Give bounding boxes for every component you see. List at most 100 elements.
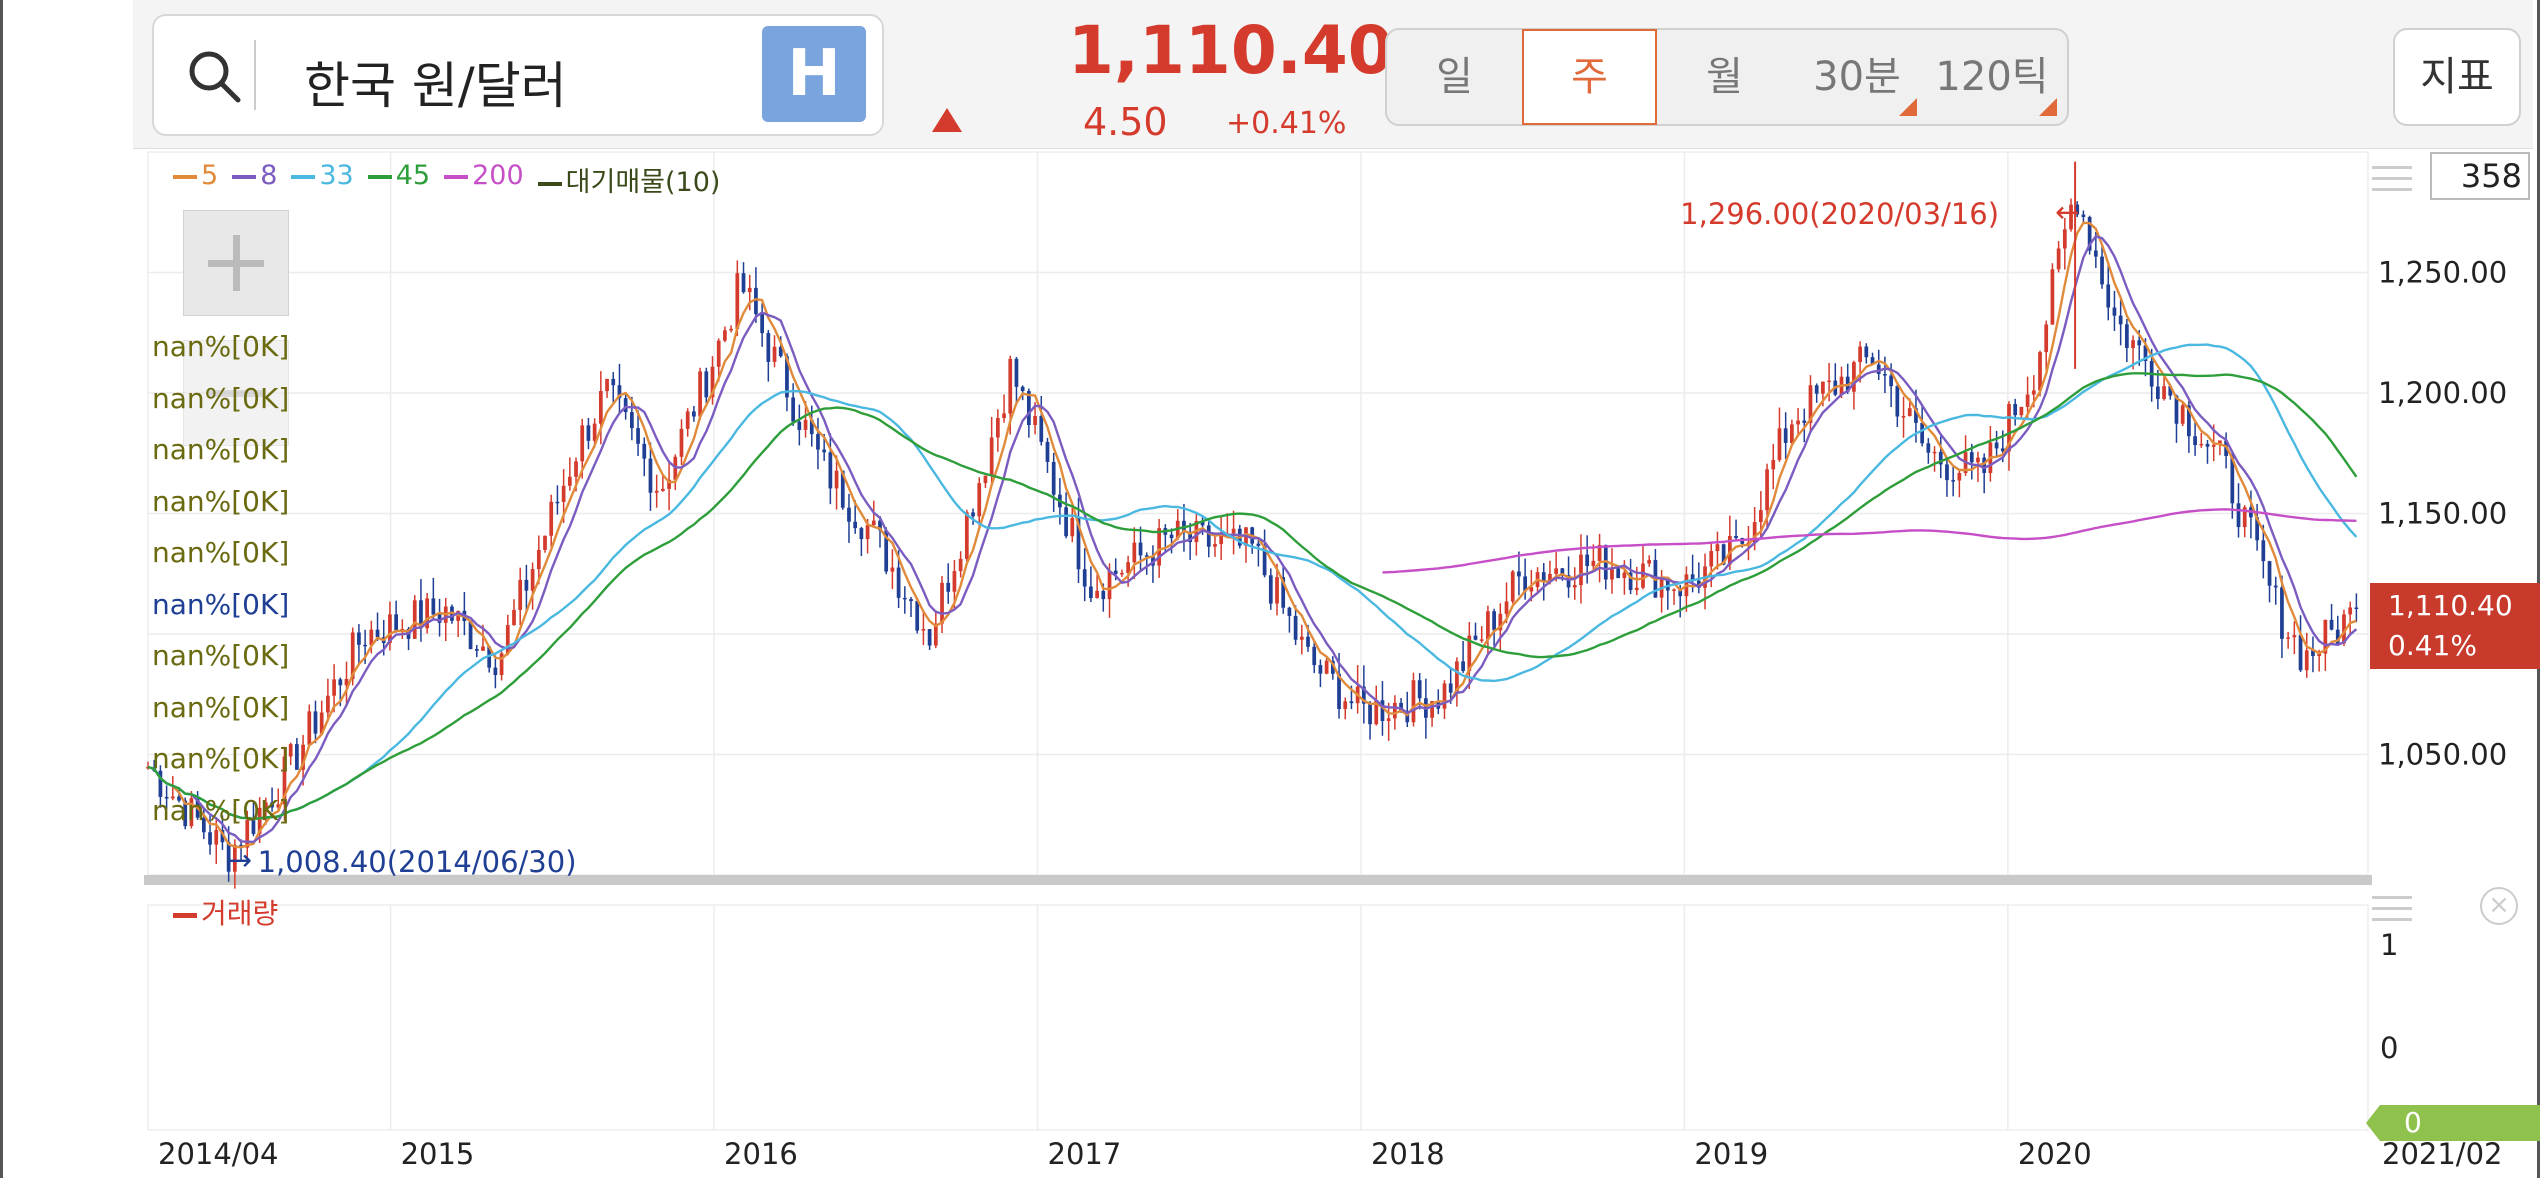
candle-body (1411, 680, 1416, 723)
tab-monthly[interactable]: 월 (1706, 54, 1743, 100)
candle-body (586, 425, 591, 441)
candle-body (1144, 555, 1149, 557)
candle-body (1064, 507, 1068, 537)
candle-body (1312, 646, 1317, 666)
candle-body (871, 520, 876, 525)
volume-legend-swatch (173, 912, 197, 918)
candle-body (1380, 700, 1385, 722)
candle-body (1014, 358, 1019, 387)
volume-profile-label: nan%[0K] (152, 793, 290, 827)
price-panel-menu-icon[interactable] (2372, 166, 2412, 200)
candle-body (1107, 570, 1112, 600)
legend-swatch (444, 174, 469, 179)
candle-body (847, 507, 851, 522)
candle-body (1120, 572, 1124, 575)
tab-weekly[interactable]: 주 (1522, 29, 1657, 125)
volume-panel (147, 904, 2369, 1131)
volume-zero-tag: 0 (2366, 1105, 2540, 1141)
candle-body (1777, 428, 1782, 460)
volume-profile-label: nan%[0K] (152, 742, 290, 775)
candle-body (654, 490, 659, 493)
volume-profile-label: nan%[0K] (152, 639, 290, 672)
price-up-arrow-icon (932, 108, 962, 132)
ma-line-8 (147, 234, 2358, 844)
candle-body (2242, 507, 2247, 528)
candle-body (437, 614, 442, 623)
search-icon[interactable] (184, 46, 244, 106)
candle-body (2193, 436, 2197, 446)
candle-body (1870, 357, 1875, 365)
candle-body (2273, 585, 2278, 588)
candle-body (1709, 551, 1714, 567)
last-price-pct: 0.41% (2388, 629, 2477, 662)
candle-body (915, 601, 920, 631)
candle-body (2286, 637, 2291, 639)
candle-body (2168, 386, 2173, 396)
candle-body (2056, 248, 2061, 270)
legend-item-0: 5 (173, 160, 218, 199)
volume-legend: 거래량 (173, 892, 278, 932)
candle-body (338, 679, 343, 686)
candle-body (2093, 250, 2098, 257)
candle-body (1492, 611, 1496, 631)
candle-body (518, 579, 523, 610)
candle-body (1039, 415, 1044, 442)
volume-panel-menu-icon[interactable] (2372, 896, 2412, 930)
candle-body (574, 461, 578, 477)
legend-swatch (367, 174, 392, 179)
symbol-search-box[interactable]: 한국 원/달러 H (152, 14, 884, 136)
candle-body (1256, 543, 1261, 546)
price-change: 4.50 (1083, 100, 1168, 144)
visible-count[interactable]: 358 (2430, 152, 2530, 200)
tab-30min[interactable]: 30분 (1813, 54, 1901, 100)
candle-body (1281, 577, 1286, 608)
candle-body (1758, 510, 1763, 523)
indicator-button[interactable]: 지표 (2393, 28, 2521, 126)
candle-body (1821, 381, 1825, 394)
candle-body (388, 614, 392, 644)
candle-body (1206, 525, 1211, 547)
candle-body (1957, 473, 1962, 481)
candle-body (1299, 636, 1304, 640)
candle-body (220, 829, 225, 843)
candle-body (1095, 590, 1099, 599)
candle-body (1852, 362, 1856, 392)
candle-body (1796, 420, 1800, 425)
tab-120tick[interactable]: 120틱 (1935, 54, 2049, 100)
candle-body (629, 412, 634, 429)
candle-body (2292, 635, 2297, 638)
candle-body (952, 571, 957, 592)
candle-body (1082, 569, 1087, 587)
candle-body (1926, 443, 1931, 453)
candle-body (1566, 575, 1571, 588)
legend-label: 대기매물(10) (565, 167, 721, 198)
candle-body (1169, 534, 1174, 539)
candle-body (1349, 701, 1354, 704)
candle-body (2013, 404, 2018, 416)
symbol-name[interactable]: 한국 원/달러 (304, 57, 567, 115)
candle-body (940, 582, 944, 624)
candle-body (803, 419, 808, 430)
volume-legend-label: 거래량 (201, 897, 279, 930)
candle-body (1715, 544, 1720, 552)
candle-body (1275, 577, 1279, 604)
candle-body (2298, 635, 2303, 671)
tab-daily[interactable]: 일 (1436, 54, 1473, 100)
candle-body (276, 804, 281, 808)
volume-profile-label: nan%[0K] (152, 381, 290, 415)
candle-body (1517, 571, 1521, 577)
close-volume-icon[interactable]: × (2480, 887, 2518, 925)
candle-body (2255, 517, 2259, 541)
h-button[interactable]: H (762, 26, 866, 122)
candle-body (1405, 710, 1410, 723)
zoom-out-button[interactable] (183, 340, 289, 446)
candle-body (1219, 536, 1224, 545)
candle-body (1324, 660, 1329, 674)
zoom-in-button[interactable] (183, 210, 289, 316)
candle-body (1727, 535, 1732, 565)
candle-body (2261, 540, 2266, 562)
candle-body (946, 582, 951, 592)
candle-body (549, 501, 554, 536)
candle-body (2100, 256, 2104, 285)
